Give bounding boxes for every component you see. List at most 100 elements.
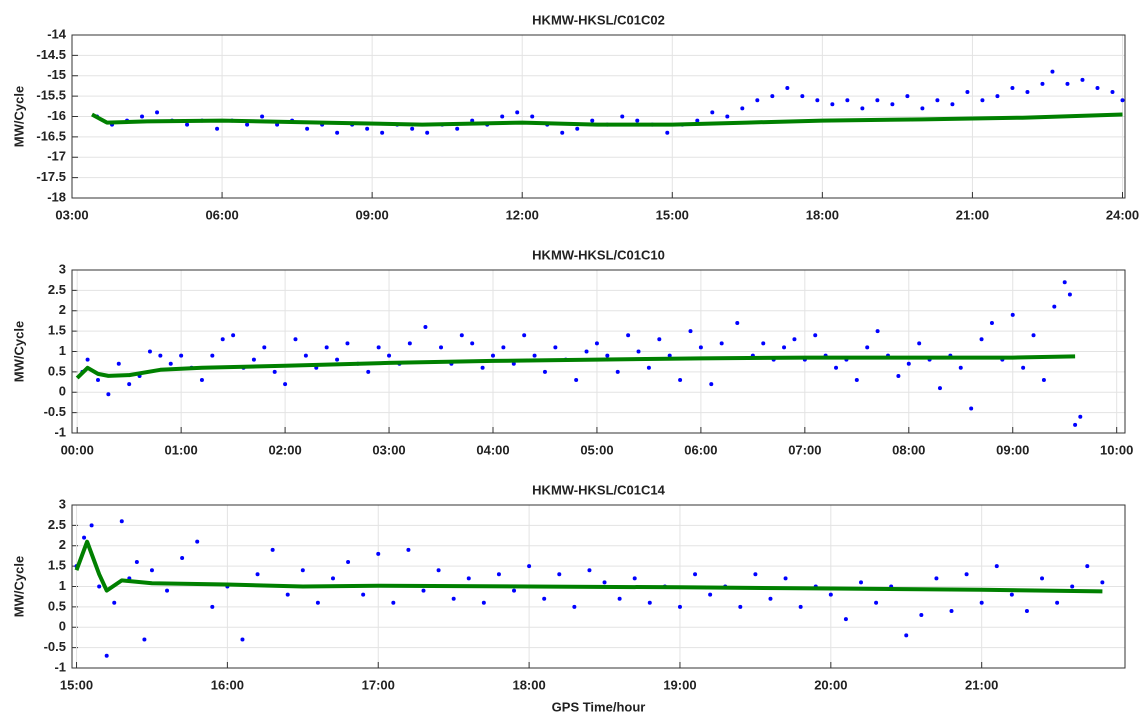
- data-point: [906, 361, 911, 366]
- data-point: [262, 345, 267, 350]
- data-point: [1095, 85, 1100, 90]
- x-tick-label: 12:00: [506, 207, 539, 222]
- data-point: [785, 85, 790, 90]
- data-point: [515, 110, 520, 115]
- data-point: [1031, 333, 1036, 338]
- data-point: [512, 588, 517, 593]
- data-point: [95, 378, 100, 383]
- y-tick-label: -14: [47, 26, 67, 41]
- data-point: [896, 373, 901, 378]
- data-point: [587, 568, 592, 573]
- y-tick-label: -16: [47, 108, 66, 123]
- plot-frame: [71, 269, 1126, 434]
- chart-title: HKMW-HKSL/C01C02: [532, 12, 665, 27]
- data-point: [815, 98, 820, 103]
- data-point: [572, 604, 577, 609]
- data-point: [919, 613, 924, 618]
- x-tick-label: 15:00: [656, 207, 689, 222]
- data-point: [315, 600, 320, 605]
- x-tick-label: 02:00: [268, 442, 301, 457]
- data-point: [532, 353, 537, 358]
- data-point: [361, 592, 366, 597]
- data-point: [511, 361, 516, 366]
- data-point: [1070, 584, 1075, 589]
- x-tick-label: 04:00: [476, 442, 509, 457]
- data-point: [1025, 90, 1030, 95]
- data-point: [620, 114, 625, 119]
- data-point: [134, 560, 139, 565]
- data-point: [1078, 414, 1083, 419]
- data-point: [695, 118, 700, 123]
- data-point: [158, 353, 163, 358]
- chart-title: HKMW-HKSL/C01C14: [532, 482, 665, 497]
- data-point: [1055, 600, 1060, 605]
- data-point: [590, 118, 595, 123]
- data-point: [1110, 90, 1115, 95]
- data-point: [89, 523, 94, 528]
- data-point: [1050, 69, 1055, 74]
- y-tick-label: 3: [59, 496, 66, 511]
- data-point: [979, 600, 984, 605]
- data-point: [406, 547, 411, 552]
- data-point: [335, 130, 340, 135]
- data-point: [677, 604, 682, 609]
- data-point: [423, 325, 428, 330]
- data-point: [455, 126, 460, 131]
- y-tick-label: 0.5: [48, 363, 66, 378]
- x-tick-label: 15:00: [60, 677, 93, 692]
- data-point: [366, 369, 371, 374]
- data-point: [1040, 576, 1045, 581]
- x-tick-label: 08:00: [892, 442, 925, 457]
- data-point: [979, 337, 984, 342]
- data-point: [657, 337, 662, 342]
- data-point: [425, 130, 430, 135]
- data-point: [834, 365, 839, 370]
- data-point: [149, 568, 154, 573]
- x-tick-label: 17:00: [362, 677, 395, 692]
- x-tick-label: 09:00: [356, 207, 389, 222]
- data-point: [293, 337, 298, 342]
- y-tick-label: 0: [59, 384, 66, 399]
- data-point: [410, 126, 415, 131]
- data-point: [272, 369, 277, 374]
- x-tick-label: 10:00: [1100, 442, 1133, 457]
- data-point: [934, 576, 939, 581]
- data-point: [391, 600, 396, 605]
- y-tick-label: -0.5: [44, 404, 66, 419]
- data-point: [255, 572, 260, 577]
- y-tick-label: -17: [47, 149, 66, 164]
- data-point: [251, 357, 256, 362]
- y-tick-label: -16.5: [36, 128, 66, 143]
- data-point: [964, 572, 969, 577]
- data-point: [958, 365, 963, 370]
- data-point: [270, 547, 275, 552]
- data-point: [905, 94, 910, 99]
- data-point: [865, 345, 870, 350]
- data-point: [917, 341, 922, 346]
- data-point: [179, 353, 184, 358]
- data-point: [522, 333, 527, 338]
- data-point: [755, 98, 760, 103]
- data-point: [466, 576, 471, 581]
- data-point: [387, 353, 392, 358]
- x-tick-label: 03:00: [372, 442, 405, 457]
- x-tick-label: 06:00: [205, 207, 238, 222]
- data-point: [828, 592, 833, 597]
- data-point: [553, 345, 558, 350]
- data-point: [1041, 378, 1046, 383]
- data-point: [439, 345, 444, 350]
- data-point: [647, 600, 652, 605]
- data-point: [584, 349, 589, 354]
- data-point: [678, 378, 683, 383]
- data-point: [303, 353, 308, 358]
- data-point: [210, 353, 215, 358]
- data-point: [698, 345, 703, 350]
- x-tick-label: 18:00: [806, 207, 839, 222]
- data-point: [459, 333, 464, 338]
- y-tick-label: 2.5: [48, 282, 66, 297]
- data-point: [380, 130, 385, 135]
- data-point: [798, 604, 803, 609]
- data-point: [1021, 365, 1026, 370]
- data-point: [470, 341, 475, 346]
